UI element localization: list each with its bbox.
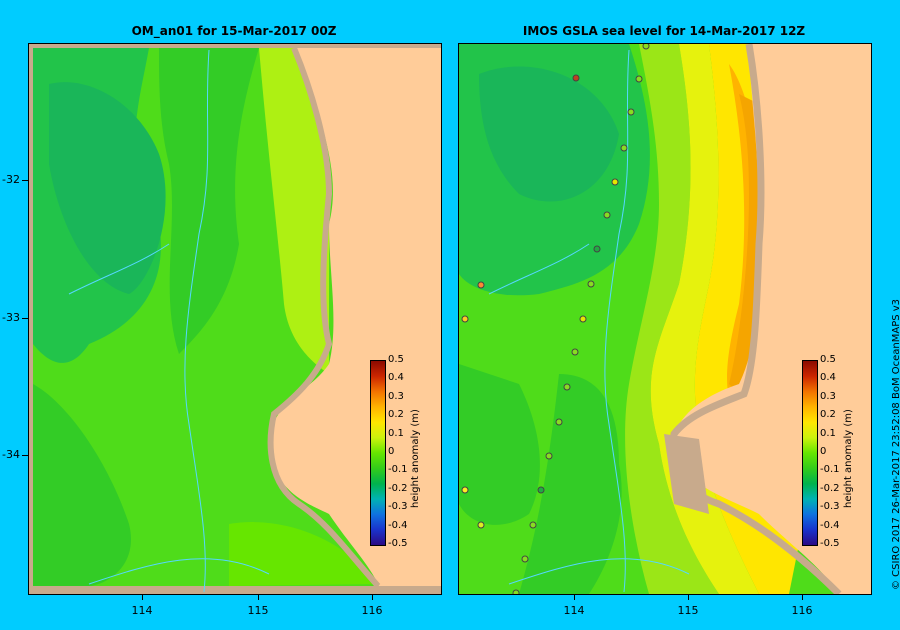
- x-tick: [258, 594, 259, 600]
- credit-text: © CSIRO 2017 26-Mar-2017 23:52:08 BoM Oc…: [891, 298, 900, 590]
- colorbar-label: 0.3: [820, 390, 836, 402]
- x-label-115-left: 115: [247, 604, 269, 617]
- y-tick: [22, 318, 28, 319]
- colorbar-label: -0.5: [820, 538, 840, 549]
- colorbar-label: 0.5: [820, 354, 836, 365]
- colorbar-label: 0: [388, 446, 395, 457]
- colorbar-label: -0.4: [388, 519, 408, 531]
- x-tick: [802, 594, 803, 600]
- colorbar-label: 0.3: [388, 390, 404, 402]
- x-label-116-left: 116: [361, 604, 383, 617]
- y-label-32: -32: [2, 173, 20, 186]
- x-label-116-right: 116: [791, 604, 813, 617]
- left-map-title: OM_an01 for 15-Mar-2017 00Z: [131, 24, 337, 38]
- colorbar-label: 0.1: [388, 427, 404, 439]
- y-label-33: -33: [2, 311, 20, 324]
- y-tick: [22, 180, 28, 181]
- left-sea-level-field: [29, 44, 441, 594]
- right-sea-level-field: [459, 44, 871, 594]
- right-map-panel: [458, 43, 872, 595]
- colorbar-label: -0.3: [820, 501, 840, 513]
- y-tick: [22, 455, 28, 456]
- colorbar-label: -0.4: [820, 519, 840, 531]
- colorbar-label: 0.4: [820, 372, 836, 384]
- colorbar-label: -0.1: [388, 464, 408, 476]
- colorbar-label: -0.3: [388, 501, 408, 513]
- x-tick: [142, 594, 143, 600]
- x-tick: [372, 594, 373, 600]
- colorbar-label: -0.2: [820, 482, 840, 494]
- x-label-114-left: 114: [131, 604, 153, 617]
- colorbar-title-right: height anomaly (m): [843, 409, 854, 508]
- colorbar-label: 0.5: [388, 354, 404, 365]
- colorbar-label: 0: [820, 446, 827, 457]
- x-label-115-right: 115: [677, 604, 699, 617]
- x-tick: [574, 594, 575, 600]
- colorbar-label: -0.2: [388, 482, 408, 494]
- colorbar-right: [802, 360, 818, 546]
- x-tick: [688, 594, 689, 600]
- x-label-114-right: 114: [563, 604, 585, 617]
- colorbar-label: 0.2: [388, 409, 404, 421]
- colorbar-label: -0.5: [388, 538, 408, 549]
- colorbar-label: 0.4: [388, 372, 404, 384]
- left-map-panel: [28, 43, 442, 595]
- right-map-title: IMOS GSLA sea level for 14-Mar-2017 12Z: [522, 24, 806, 38]
- colorbar-label: 0.2: [820, 409, 836, 421]
- colorbar-label: -0.1: [820, 464, 840, 476]
- colorbar-label: 0.1: [820, 427, 836, 439]
- colorbar-title-left: height anomaly (m): [410, 409, 421, 508]
- y-label-34: -34: [2, 448, 20, 461]
- colorbar-left: [370, 360, 386, 546]
